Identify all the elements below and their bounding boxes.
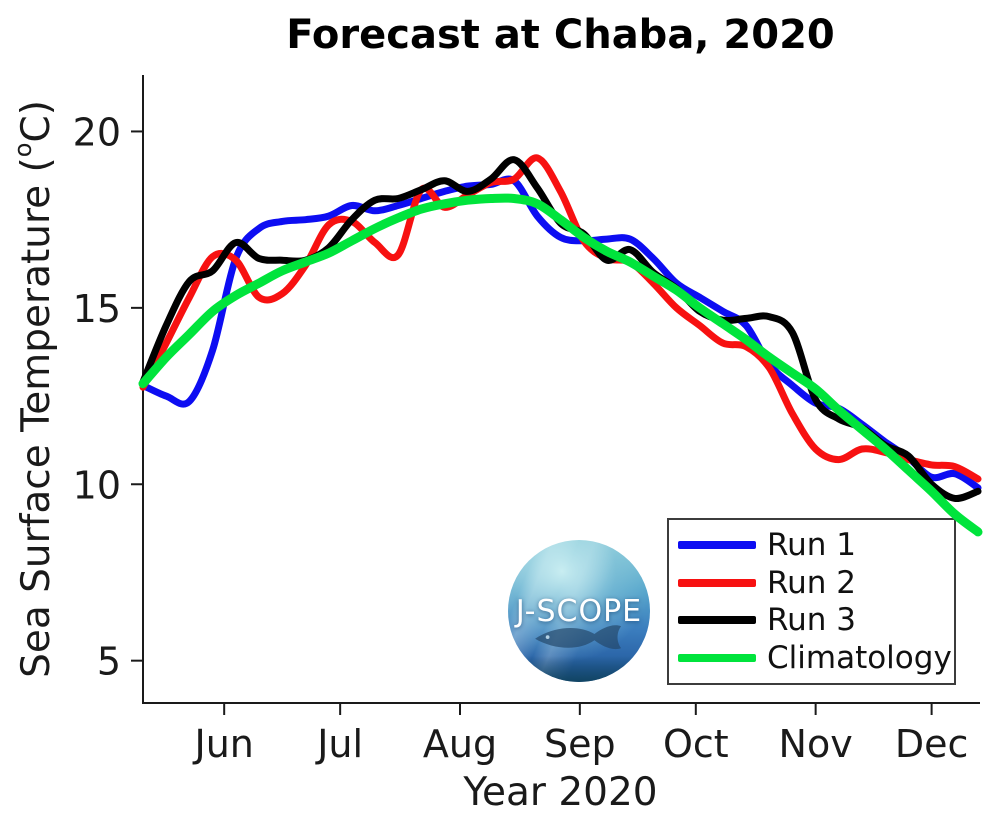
- series-run-3-line: [139, 156, 982, 502]
- legend-item-climatology: Climatology: [669, 640, 954, 676]
- legend-label-run-1: Run 1: [767, 526, 857, 563]
- degree-symbol: o: [9, 142, 37, 158]
- x-tick-label: Oct: [663, 722, 729, 766]
- legend-label-run-2: Run 2: [767, 564, 857, 601]
- legend-item-run-3: Run 3: [669, 602, 954, 638]
- x-tick-label: Jun: [192, 722, 253, 766]
- x-axis-label: Year 2020: [462, 770, 657, 815]
- legend-label-run-3: Run 3: [767, 602, 857, 639]
- jscope-logo-text: J-SCOPE: [515, 593, 643, 629]
- legend-swatch-run-1: [678, 540, 756, 549]
- series-run-1-line: [139, 175, 982, 492]
- x-tick-label: Jul: [315, 722, 363, 766]
- y-tick-label: 20: [73, 110, 121, 154]
- series-climatology-line: [138, 193, 983, 537]
- x-tick-label: Nov: [779, 722, 853, 766]
- legend-item-run-1: Run 1: [669, 527, 954, 563]
- x-tick-label: Dec: [895, 722, 969, 766]
- y-tick-label: 5: [97, 640, 121, 684]
- legend-item-run-2: Run 2: [669, 565, 954, 601]
- y-tick-label: 10: [73, 463, 121, 507]
- legend-box: Run 1 Run 2 Run 3 Climatology: [667, 518, 956, 685]
- legend-swatch-climatology: [678, 654, 756, 663]
- x-tick-label: Aug: [423, 722, 497, 766]
- chart-title: Forecast at Chaba, 2020: [286, 12, 835, 58]
- y-axis-label: Sea Surface Temperature (oC): [9, 100, 59, 678]
- legend-label-climatology: Climatology: [767, 640, 952, 677]
- x-tick-label: Sep: [544, 722, 616, 766]
- series-run-2-line: [139, 154, 982, 483]
- fish-icon: [535, 624, 622, 649]
- legend-swatch-run-2: [678, 578, 756, 587]
- jscope-logo: J-SCOPE: [508, 540, 650, 682]
- legend-swatch-run-3: [678, 616, 756, 625]
- y-tick-label: 15: [73, 287, 121, 331]
